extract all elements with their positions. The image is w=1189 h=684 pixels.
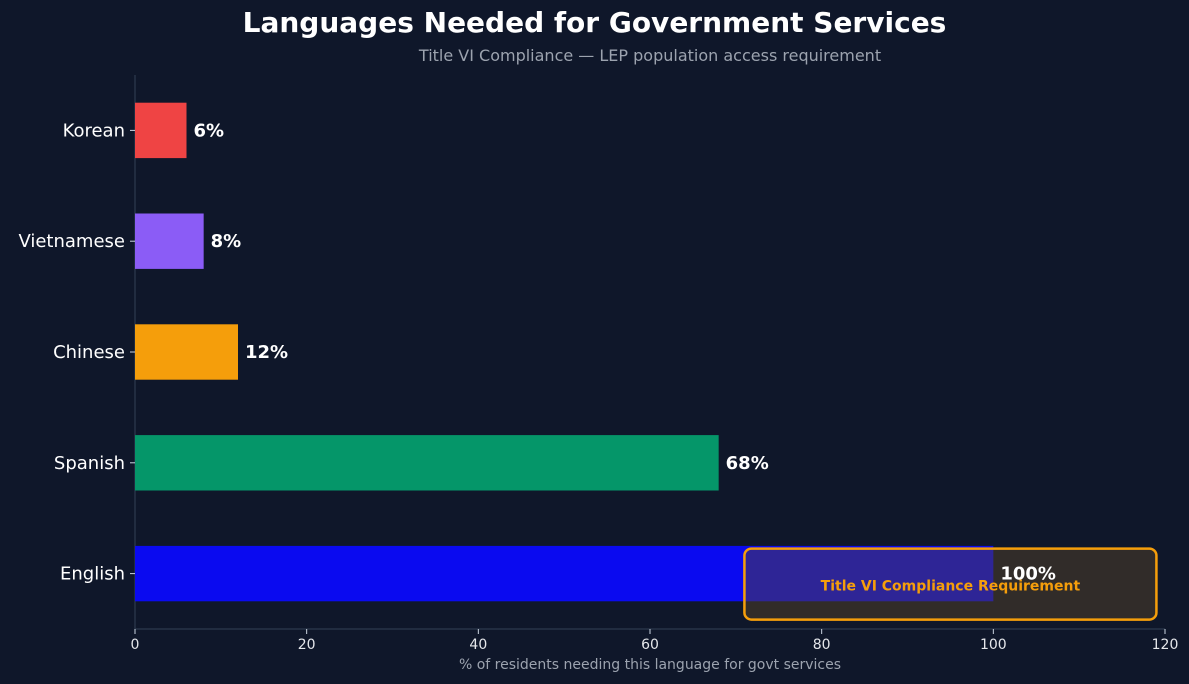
x-tick-label: 120 xyxy=(1152,637,1179,653)
bar-spanish xyxy=(135,435,719,491)
x-tick-label: 60 xyxy=(641,637,659,653)
bar-vietnamese xyxy=(135,213,204,269)
y-tick-label: Vietnamese xyxy=(18,231,125,252)
x-tick-label: 40 xyxy=(469,637,487,653)
x-tick-label: 80 xyxy=(813,637,831,653)
annotation-text: Title VI Compliance Requirement xyxy=(821,579,1081,595)
data-label: 6% xyxy=(194,120,225,141)
bar-chinese xyxy=(135,324,238,380)
y-tick-label: Korean xyxy=(63,120,125,141)
y-tick-label: Spanish xyxy=(54,453,125,474)
data-label: 8% xyxy=(211,231,242,252)
x-tick-label: 0 xyxy=(131,637,140,653)
data-label: 68% xyxy=(726,453,769,474)
x-axis-label: % of residents needing this language for… xyxy=(458,657,842,673)
bar-english xyxy=(135,545,994,602)
x-tick-label: 100 xyxy=(980,637,1007,653)
annotation-box xyxy=(743,547,1158,621)
y-tick-label: English xyxy=(60,564,125,585)
x-tick-label: 20 xyxy=(298,637,316,653)
bar-korean xyxy=(135,102,187,159)
y-tick-label: Chinese xyxy=(53,342,125,363)
chart-title: Languages Needed for Government Services xyxy=(242,6,947,39)
data-label: 12% xyxy=(245,342,288,363)
data-label: 100% xyxy=(1000,564,1056,585)
chart-subtitle: Title VI Compliance — LEP population acc… xyxy=(418,46,882,65)
